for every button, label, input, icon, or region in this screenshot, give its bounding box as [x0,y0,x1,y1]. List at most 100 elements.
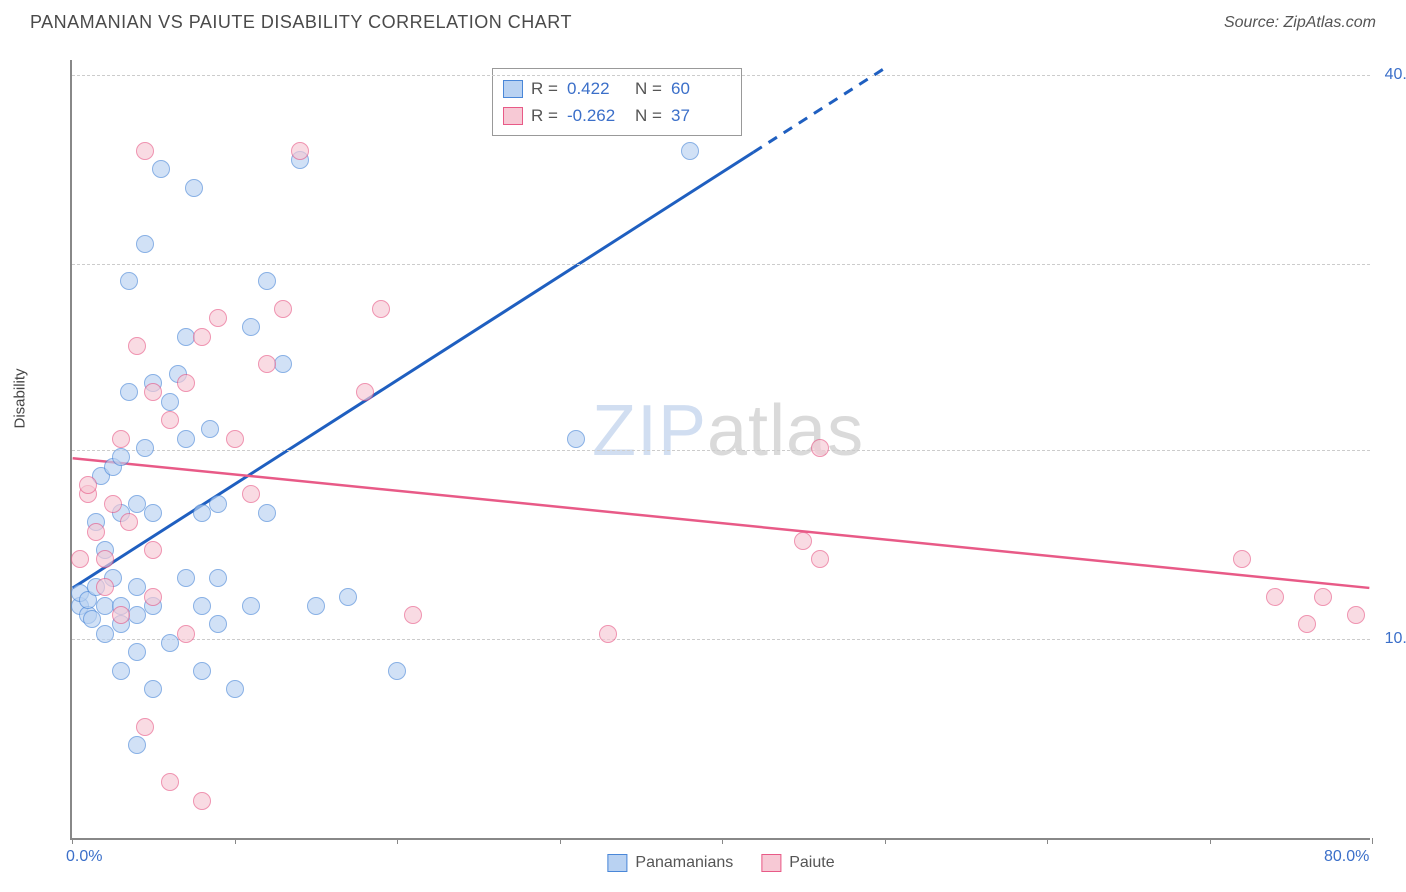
data-point [112,606,130,624]
data-point [71,550,89,568]
data-point [120,272,138,290]
data-point [79,476,97,494]
legend-swatch [503,107,523,125]
data-point [193,328,211,346]
data-point [96,550,114,568]
data-point [1233,550,1251,568]
data-point [226,430,244,448]
data-point [1347,606,1365,624]
x-tick-mark [235,838,236,844]
legend-n-value: 37 [671,102,731,129]
data-point [144,504,162,522]
x-tick-mark [885,838,886,844]
data-point [96,578,114,596]
series-name: Paiute [789,854,834,872]
data-point [242,485,260,503]
legend-row: R =-0.262N =37 [503,102,731,129]
legend-n-label: N = [635,102,663,129]
data-point [1298,615,1316,633]
data-point [144,680,162,698]
data-point [161,411,179,429]
data-point [120,513,138,531]
series-legend: Panamanians Paiute [607,854,834,872]
data-point [104,495,122,513]
data-point [209,569,227,587]
x-tick-mark [397,838,398,844]
data-point [144,541,162,559]
data-point [136,439,154,457]
data-point [599,625,617,643]
data-point [274,300,292,318]
trend-line [73,458,1370,588]
plot-region: ZIPatlas R =0.422N =60R =-0.262N =37 Pan… [70,60,1370,840]
data-point [404,606,422,624]
data-point [112,662,130,680]
data-point [209,615,227,633]
data-point [193,792,211,810]
data-point [388,662,406,680]
data-point [112,448,130,466]
legend-swatch [761,854,781,872]
chart-header: PANAMANIAN VS PAIUTE DISABILITY CORRELAT… [0,0,1406,41]
data-point [291,142,309,160]
legend-n-label: N = [635,75,663,102]
x-tick-mark [72,838,73,844]
correlation-legend: R =0.422N =60R =-0.262N =37 [492,68,742,136]
data-point [242,597,260,615]
watermark-part1: ZIP [592,391,707,471]
data-point [681,142,699,160]
data-point [136,235,154,253]
data-point [193,504,211,522]
watermark: ZIPatlas [592,390,864,472]
chart-title: PANAMANIAN VS PAIUTE DISABILITY CORRELAT… [30,12,572,33]
data-point [1266,588,1284,606]
data-point [136,718,154,736]
x-tick-mark [560,838,561,844]
data-point [144,383,162,401]
data-point [128,578,146,596]
x-tick-mark [1047,838,1048,844]
data-point [258,272,276,290]
data-point [128,495,146,513]
legend-r-value: 0.422 [567,75,627,102]
data-point [152,160,170,178]
data-point [209,495,227,513]
gridline-h [72,639,1370,640]
data-point [193,662,211,680]
data-point [161,634,179,652]
data-point [112,430,130,448]
data-point [201,420,219,438]
data-point [811,550,829,568]
data-point [128,736,146,754]
trend-lines-layer [72,60,1370,838]
x-tick-mark [1210,838,1211,844]
watermark-part2: atlas [707,391,864,471]
series-legend-item: Paiute [761,854,834,872]
data-point [811,439,829,457]
series-name: Panamanians [635,854,733,872]
legend-n-value: 60 [671,75,731,102]
legend-r-value: -0.262 [567,102,627,129]
chart-source: Source: ZipAtlas.com [1224,14,1376,32]
data-point [161,393,179,411]
data-point [120,383,138,401]
data-point [794,532,812,550]
data-point [258,504,276,522]
data-point [193,597,211,615]
y-axis-label: Disability [12,368,29,428]
data-point [274,355,292,373]
legend-swatch [503,80,523,98]
data-point [128,337,146,355]
data-point [209,309,227,327]
data-point [356,383,374,401]
data-point [136,142,154,160]
chart-area: Disability ZIPatlas R =0.422N =60R =-0.2… [30,50,1380,850]
gridline-h [72,75,1370,76]
data-point [177,374,195,392]
trend-line-dashed [753,69,883,152]
gridline-h [72,264,1370,265]
data-point [258,355,276,373]
data-point [144,588,162,606]
y-tick-label: 40.0% [1385,66,1406,84]
legend-swatch [607,854,627,872]
